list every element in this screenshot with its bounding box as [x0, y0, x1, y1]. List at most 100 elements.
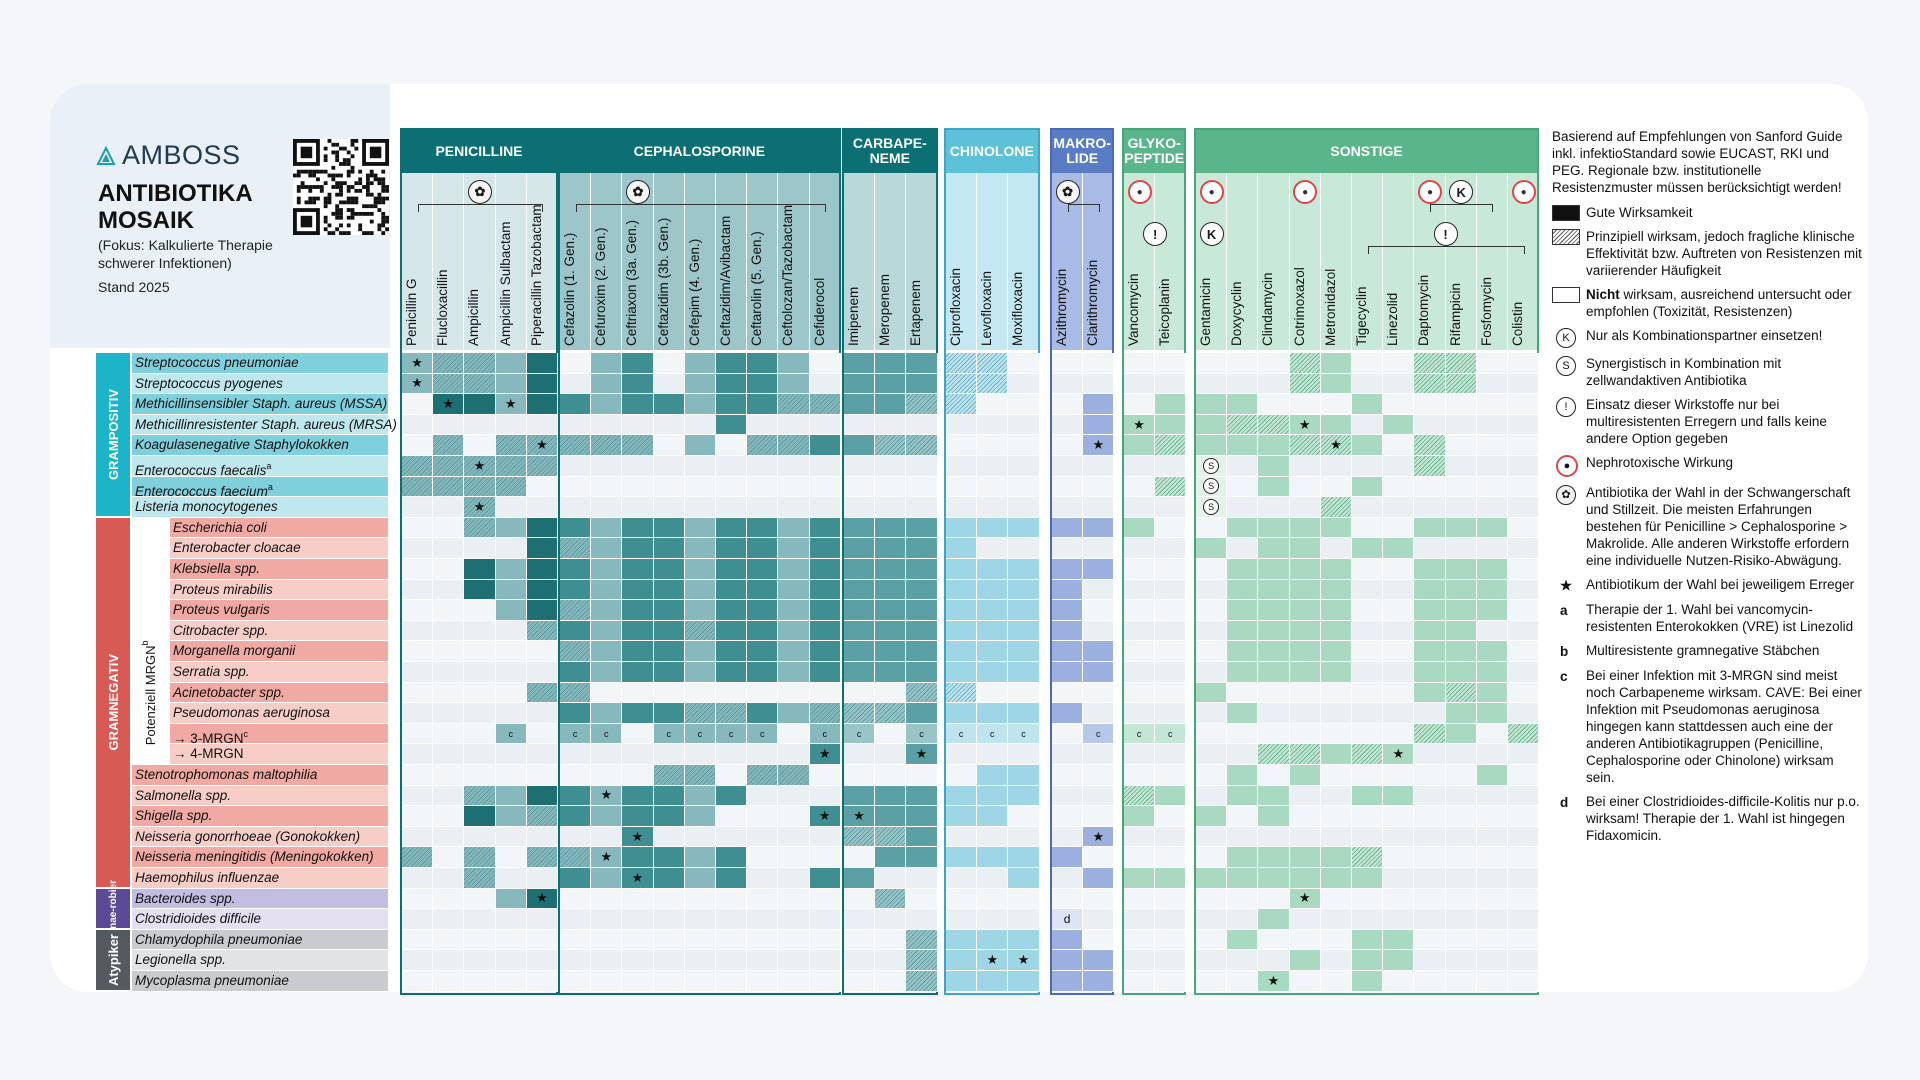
matrix-cell[interactable]: [591, 579, 623, 601]
matrix-cell[interactable]: [1083, 806, 1115, 827]
matrix-cell[interactable]: [653, 847, 685, 868]
matrix-cell[interactable]: [653, 579, 685, 601]
matrix-cell[interactable]: [809, 703, 841, 724]
matrix-cell[interactable]: [809, 414, 841, 436]
matrix-cell[interactable]: d: [1052, 909, 1084, 930]
matrix-cell[interactable]: [747, 765, 779, 786]
matrix-cell[interactable]: [747, 682, 779, 704]
matrix-cell[interactable]: [402, 888, 434, 910]
matrix-cell[interactable]: [526, 373, 558, 395]
matrix-cell[interactable]: [653, 929, 685, 951]
matrix-cell[interactable]: [653, 373, 685, 395]
matrix-cell[interactable]: [1289, 579, 1321, 601]
matrix-cell[interactable]: [591, 909, 623, 930]
matrix-cell[interactable]: [684, 517, 716, 539]
matrix-cell[interactable]: [591, 929, 623, 951]
matrix-cell[interactable]: [906, 971, 938, 992]
matrix-cell[interactable]: [1008, 538, 1040, 559]
matrix-cell[interactable]: [1383, 497, 1415, 518]
matrix-cell[interactable]: [1289, 476, 1321, 498]
matrix-cell[interactable]: [1320, 703, 1352, 724]
matrix-cell[interactable]: [1227, 744, 1259, 765]
matrix-cell[interactable]: [1476, 394, 1508, 415]
matrix-cell[interactable]: [1352, 600, 1384, 621]
matrix-cell[interactable]: [716, 435, 748, 456]
matrix-cell[interactable]: [716, 579, 748, 601]
matrix-cell[interactable]: [1083, 868, 1115, 889]
matrix-cell[interactable]: c: [946, 723, 978, 745]
matrix-cell[interactable]: [1124, 765, 1156, 786]
matrix-cell[interactable]: [1258, 868, 1290, 889]
matrix-cell[interactable]: [684, 806, 716, 827]
matrix-cell[interactable]: [1008, 579, 1040, 601]
matrix-cell[interactable]: [1155, 950, 1187, 971]
matrix-cell[interactable]: [1008, 909, 1040, 930]
matrix-cell[interactable]: [1052, 538, 1084, 559]
matrix-cell[interactable]: [1383, 456, 1415, 477]
matrix-cell[interactable]: [1008, 641, 1040, 662]
matrix-cell[interactable]: [1258, 456, 1290, 477]
matrix-cell[interactable]: [560, 620, 592, 642]
matrix-cell[interactable]: [622, 971, 654, 992]
matrix-cell[interactable]: [809, 476, 841, 498]
matrix-cell[interactable]: [1414, 723, 1446, 745]
matrix-cell[interactable]: [1155, 456, 1187, 477]
matrix-cell[interactable]: [1289, 826, 1321, 848]
matrix-cell[interactable]: [906, 538, 938, 559]
matrix-cell[interactable]: [402, 785, 434, 807]
matrix-cell[interactable]: [433, 620, 465, 642]
matrix-cell[interactable]: [402, 435, 434, 456]
matrix-cell[interactable]: [946, 682, 978, 704]
matrix-cell[interactable]: [622, 414, 654, 436]
matrix-cell[interactable]: [560, 806, 592, 827]
matrix-cell[interactable]: [1508, 929, 1540, 951]
matrix-cell[interactable]: [946, 909, 978, 930]
matrix-cell[interactable]: [747, 394, 779, 415]
matrix-cell[interactable]: [1289, 435, 1321, 456]
matrix-cell[interactable]: [946, 868, 978, 889]
matrix-cell[interactable]: [1445, 538, 1477, 559]
matrix-cell[interactable]: [402, 517, 434, 539]
matrix-cell[interactable]: [844, 579, 876, 601]
matrix-cell[interactable]: [526, 682, 558, 704]
matrix-cell[interactable]: [1196, 394, 1228, 415]
matrix-cell[interactable]: [1320, 353, 1352, 374]
matrix-cell[interactable]: [778, 847, 810, 868]
matrix-cell[interactable]: [844, 765, 876, 786]
matrix-cell[interactable]: [809, 517, 841, 539]
matrix-cell[interactable]: [1124, 373, 1156, 395]
matrix-cell[interactable]: ★: [809, 806, 841, 827]
matrix-cell[interactable]: [560, 414, 592, 436]
matrix-cell[interactable]: [778, 620, 810, 642]
matrix-cell[interactable]: [526, 806, 558, 827]
matrix-cell[interactable]: [1083, 394, 1115, 415]
matrix-cell[interactable]: [1383, 723, 1415, 745]
matrix-cell[interactable]: [464, 373, 496, 395]
matrix-cell[interactable]: [1352, 538, 1384, 559]
matrix-cell[interactable]: [1445, 394, 1477, 415]
matrix-cell[interactable]: [906, 682, 938, 704]
matrix-cell[interactable]: [1352, 765, 1384, 786]
matrix-cell[interactable]: [906, 703, 938, 724]
matrix-cell[interactable]: [809, 950, 841, 971]
matrix-cell[interactable]: [495, 744, 527, 765]
matrix-cell[interactable]: [1414, 826, 1446, 848]
matrix-cell[interactable]: [778, 909, 810, 930]
matrix-cell[interactable]: [1052, 847, 1084, 868]
matrix-cell[interactable]: [402, 682, 434, 704]
matrix-cell[interactable]: ★: [1258, 971, 1290, 992]
matrix-cell[interactable]: ★: [495, 394, 527, 415]
matrix-cell[interactable]: [1476, 620, 1508, 642]
matrix-cell[interactable]: [946, 950, 978, 971]
matrix-cell[interactable]: [844, 868, 876, 889]
matrix-cell[interactable]: [402, 662, 434, 683]
matrix-cell[interactable]: [591, 744, 623, 765]
matrix-cell[interactable]: [684, 847, 716, 868]
qr-code[interactable]: [293, 139, 389, 235]
matrix-cell[interactable]: [1320, 909, 1352, 930]
matrix-cell[interactable]: [591, 971, 623, 992]
matrix-cell[interactable]: [1320, 641, 1352, 662]
matrix-cell[interactable]: [906, 765, 938, 786]
matrix-cell[interactable]: c: [684, 723, 716, 745]
matrix-cell[interactable]: [977, 744, 1009, 765]
